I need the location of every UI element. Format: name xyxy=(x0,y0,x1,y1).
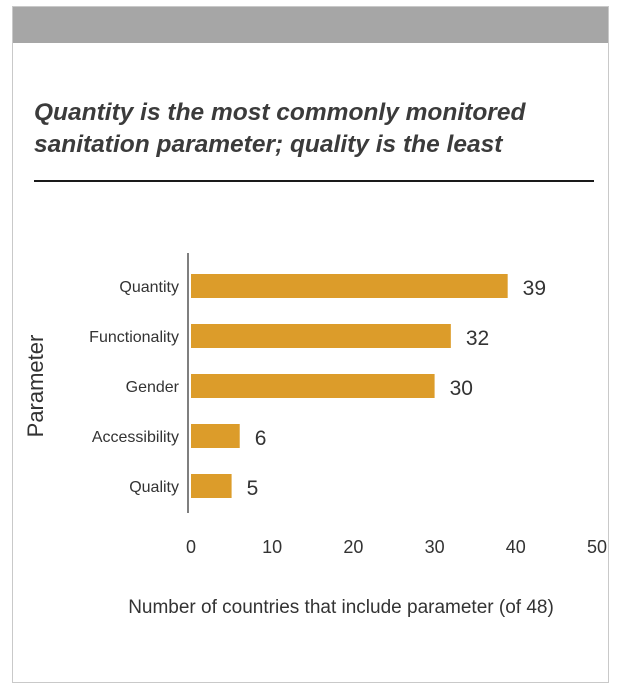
x-tick-label-10: 10 xyxy=(262,537,282,557)
bars-layer xyxy=(191,274,508,498)
x-tick-label-50: 50 xyxy=(587,537,607,557)
x-tick-label-20: 20 xyxy=(343,537,363,557)
category-label-functionality: Functionality xyxy=(89,329,179,346)
category-label-quantity: Quantity xyxy=(119,279,179,296)
chart-title: Quantity is the most commonly monitored … xyxy=(34,97,594,161)
header-band xyxy=(13,7,608,43)
chart-title-line-2: sanitation parameter; quality is the lea… xyxy=(34,131,503,158)
x-tick-labels: 0 10 20 30 40 50 xyxy=(186,537,607,557)
x-tick-label-30: 30 xyxy=(425,537,445,557)
value-label-quantity: 39 xyxy=(523,277,546,300)
y-axis-title: Parameter xyxy=(23,335,48,438)
chart-card: Quantity is the most commonly monitored … xyxy=(12,6,609,683)
bar-gender xyxy=(191,374,435,398)
value-label-functionality: 32 xyxy=(466,327,489,350)
category-label-accessibility: Accessibility xyxy=(92,429,179,446)
bar-quality xyxy=(191,474,232,498)
x-tick-label-40: 40 xyxy=(506,537,526,557)
bar-accessibility xyxy=(191,424,240,448)
value-label-gender: 30 xyxy=(450,377,473,400)
x-axis-title: Number of countries that include paramet… xyxy=(128,597,554,618)
bar-functionality xyxy=(191,324,451,348)
bar-quantity xyxy=(191,274,508,298)
title-divider xyxy=(34,180,594,182)
value-label-quality: 5 xyxy=(247,477,259,500)
chart-title-line-1: Quantity is the most commonly monitored xyxy=(34,99,526,126)
value-labels: 39 32 30 6 5 xyxy=(247,277,546,500)
bar-chart: Quantity Functionality Gender Accessibility… xyxy=(23,253,607,618)
category-label-quality: Quality xyxy=(129,479,179,496)
value-label-accessibility: 6 xyxy=(255,427,267,450)
category-labels: Quantity Functionality Gender Accessibility… xyxy=(89,279,179,496)
category-label-gender: Gender xyxy=(126,379,180,396)
x-tick-label-0: 0 xyxy=(186,537,196,557)
